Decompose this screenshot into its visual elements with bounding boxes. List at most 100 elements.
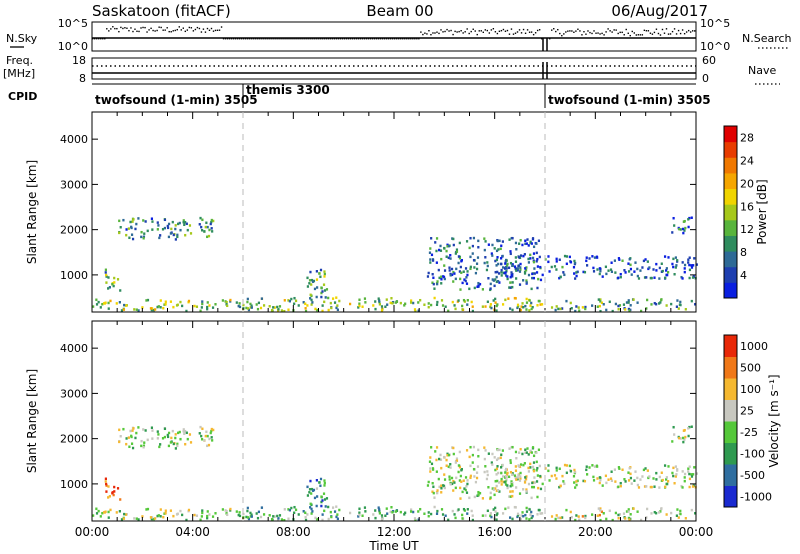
- echo-cell: [469, 255, 472, 259]
- echo-cell: [487, 276, 490, 280]
- nsky-point: [577, 28, 579, 30]
- echo-cell: [257, 301, 261, 305]
- echo-cell: [439, 458, 443, 461]
- echo-cell: [287, 508, 290, 511]
- echo-cell: [452, 270, 455, 274]
- echo-cell: [494, 270, 497, 274]
- echo-cell: [249, 511, 252, 515]
- echo-cell: [189, 441, 193, 444]
- echo-cell: [246, 506, 249, 510]
- echo-cell: [112, 284, 115, 288]
- echo-cell: [465, 449, 469, 452]
- echo-cell: [496, 479, 499, 483]
- echo-cell: [142, 236, 145, 240]
- echo-cell: [200, 437, 204, 441]
- echo-cell: [471, 305, 474, 308]
- echo-cell: [171, 429, 174, 433]
- nsky-point: [166, 27, 168, 29]
- echo-cell: [622, 303, 626, 306]
- echo-cell: [439, 249, 443, 252]
- echo-cell: [507, 475, 511, 479]
- echo-cell: [159, 306, 162, 309]
- echo-cell: [206, 514, 209, 518]
- echo-cell: [207, 234, 211, 238]
- echo-cell: [316, 286, 319, 289]
- nsky-point: [623, 34, 625, 36]
- echo-cell: [507, 266, 511, 270]
- echo-cell: [628, 257, 631, 261]
- echo-cell: [472, 467, 476, 471]
- echo-cell: [484, 256, 487, 259]
- echo-cell: [385, 298, 388, 301]
- echo-cell: [184, 220, 187, 224]
- echo-cell: [324, 505, 327, 508]
- echo-cell: [124, 304, 128, 307]
- echo-cell: [104, 510, 107, 513]
- echo-cell: [511, 517, 514, 521]
- echo-cell: [445, 249, 448, 253]
- echo-cell: [447, 309, 450, 313]
- echo-cell: [142, 219, 145, 222]
- echo-cell: [187, 508, 191, 512]
- echo-cell: [166, 435, 170, 439]
- echo-cell: [627, 270, 631, 273]
- echo-cell: [565, 508, 568, 512]
- echo-cell: [517, 473, 520, 477]
- echo-cell: [440, 486, 443, 490]
- nsky-point: [458, 30, 460, 33]
- echo-cell: [159, 443, 162, 446]
- echo-cell: [313, 496, 317, 500]
- echo-cell: [290, 506, 293, 510]
- echo-cell: [525, 475, 528, 478]
- echo-cell: [214, 303, 217, 306]
- echo-cell: [151, 228, 154, 231]
- echo-cell: [618, 258, 621, 261]
- echo-cell: [500, 480, 503, 483]
- echo-cell: [464, 476, 468, 479]
- echo-cell: [437, 477, 440, 481]
- nsky-point: [438, 32, 440, 35]
- echo-cell: [671, 440, 674, 443]
- echo-cell: [525, 297, 528, 301]
- echo-cell: [315, 487, 319, 490]
- echo-cell: [584, 514, 587, 518]
- echo-cell: [177, 222, 180, 226]
- echo-cell: [163, 435, 167, 439]
- echo-cell: [636, 483, 639, 487]
- echo-cell: [466, 482, 469, 486]
- echo-cell: [489, 287, 492, 290]
- echo-cell: [283, 518, 286, 522]
- echo-cell: [688, 477, 692, 481]
- echo-cell: [380, 308, 384, 312]
- echo-cell: [472, 236, 476, 240]
- echo-cell: [505, 269, 508, 273]
- nsky-point: [536, 29, 539, 32]
- echo-cell: [508, 307, 512, 310]
- echo-cell: [113, 490, 116, 493]
- echo-cell: [184, 429, 187, 433]
- echo-cell: [504, 469, 507, 472]
- echo-cell: [364, 510, 367, 513]
- echo-cell: [572, 265, 576, 269]
- echo-cell: [525, 301, 529, 304]
- echo-cell: [208, 513, 211, 516]
- echo-cell: [640, 518, 643, 522]
- echo-cell: [466, 303, 469, 306]
- nsky-point: [220, 26, 223, 28]
- echo-cell: [661, 269, 664, 273]
- echo-cell: [246, 307, 250, 310]
- echo-cell: [399, 301, 402, 305]
- echo-cell: [176, 512, 179, 516]
- echo-cell: [431, 272, 434, 276]
- echo-cell: [547, 255, 550, 258]
- echo-cell: [423, 512, 426, 515]
- echo-cell: [293, 302, 296, 306]
- echo-cell: [675, 305, 678, 308]
- echo-cell: [688, 472, 691, 476]
- echo-cell: [585, 468, 588, 472]
- echo-cell: [349, 302, 352, 306]
- echo-cell: [627, 508, 630, 511]
- echo-cell: [135, 431, 138, 435]
- cpid-segment-label: twofsound (1-min) 3505: [95, 93, 258, 107]
- echo-cell: [446, 454, 449, 457]
